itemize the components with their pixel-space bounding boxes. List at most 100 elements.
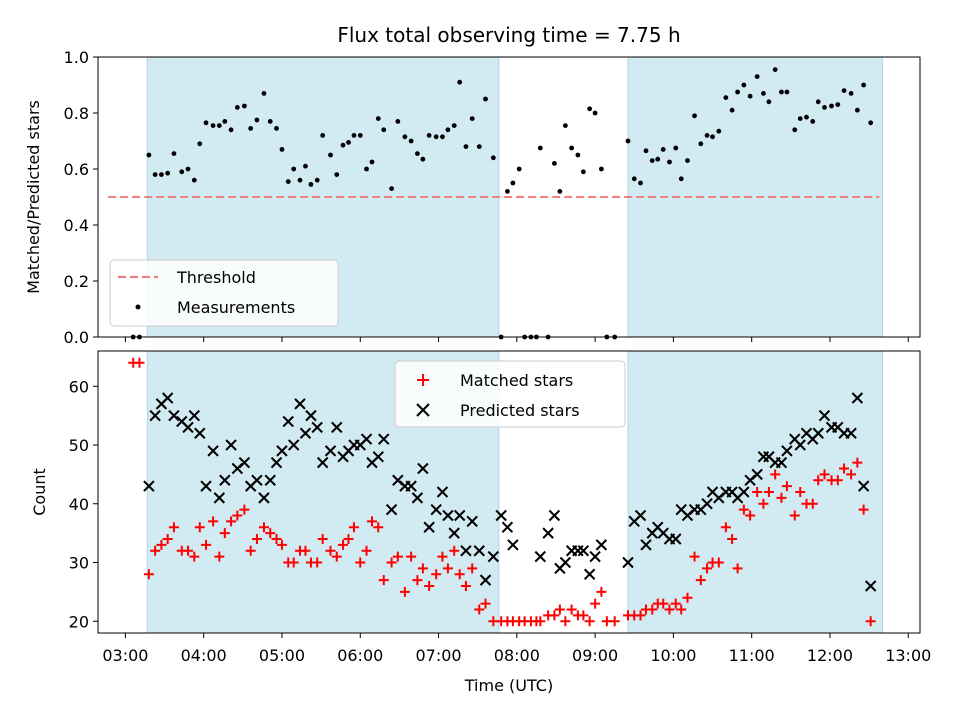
matched-point-114 [846, 469, 857, 480]
measurement-point-73 [587, 106, 593, 112]
predicted-point-106 [845, 427, 857, 439]
predicted-point-57 [501, 521, 514, 533]
measurement-point-69 [562, 123, 568, 128]
measurement-point-104 [784, 89, 790, 95]
matched-point-103 [776, 492, 787, 503]
matched-point-86 [670, 598, 681, 609]
matched-point-115 [852, 457, 863, 468]
measurement-point-30 [320, 133, 326, 138]
predicted-point-65 [572, 545, 584, 557]
matched-point-95 [727, 534, 738, 544]
matched-point-20 [258, 522, 269, 533]
matched-point-101 [763, 487, 774, 497]
legend-measurements-label: Measurements [177, 298, 295, 317]
matched-point-36 [355, 557, 366, 568]
measurement-point-34 [346, 140, 351, 145]
matched-point-102 [770, 469, 781, 480]
matched-point-27 [300, 545, 311, 556]
measurement-point-91 [704, 133, 710, 138]
matched-point-45 [412, 575, 423, 586]
predicted-point-108 [857, 480, 870, 492]
measurement-point-55 [476, 144, 482, 150]
predicted-point-24 [294, 398, 306, 410]
predicted-point-102 [818, 409, 831, 422]
measurement-point-23 [279, 147, 285, 152]
measurement-point-61 [516, 166, 522, 172]
predicted-point-67 [583, 568, 596, 580]
measurement-point-72 [580, 169, 586, 175]
measurement-point-36 [357, 133, 363, 138]
matched-point-3 [150, 545, 161, 556]
matched-point-80 [635, 610, 646, 621]
predicted-point-55 [487, 550, 500, 563]
predicted-point-26 [305, 409, 317, 422]
predicted-point-1 [149, 409, 161, 422]
measurement-point-12 [210, 123, 216, 128]
matched-point-16 [232, 510, 243, 521]
legend-top-frame [109, 259, 339, 327]
matched-point-35 [348, 522, 359, 533]
matched-point-100 [758, 498, 769, 509]
matched-point-74 [590, 598, 601, 609]
measurement-point-7 [179, 169, 185, 175]
predicted-point-20 [270, 456, 283, 469]
measurement-point-94 [723, 95, 729, 100]
legend-bottom: Matched stars Predicted stars [394, 360, 626, 428]
predicted-point-68 [589, 550, 601, 563]
predicted-point-13 [225, 439, 237, 451]
y-tick-label-0-5: 1.0 [64, 48, 89, 67]
measurement-point-38 [369, 159, 375, 165]
matched-point-49 [437, 551, 448, 562]
measurement-point-103 [779, 89, 784, 95]
measurement-point-31 [328, 152, 333, 158]
matched-point-40 [378, 575, 389, 586]
y-tick-label-0-4: 0.8 [64, 104, 89, 123]
measurement-point-26 [297, 177, 303, 183]
matched-point-67 [549, 610, 560, 621]
measurement-point-107 [804, 114, 809, 120]
predicted-point-11 [213, 492, 226, 504]
predicted-point-83 [701, 498, 713, 510]
measurement-point-56 [483, 96, 488, 102]
measurement-point-98 [747, 93, 753, 99]
matched-point-22 [271, 534, 282, 544]
matched-point-98 [745, 510, 756, 521]
measurement-point-74 [592, 110, 598, 116]
axes-frame-0 [97, 56, 921, 338]
matched-point-23 [276, 539, 287, 550]
measurement-point-22 [274, 125, 279, 131]
predicted-point-109 [864, 580, 877, 592]
measurement-point-93 [716, 128, 722, 134]
predicted-point-21 [276, 445, 288, 457]
measurement-point-113 [841, 88, 847, 93]
y-tick-label-1-4: 60 [69, 377, 89, 396]
matched-point-56 [480, 598, 491, 609]
predicted-point-0 [143, 480, 155, 492]
matched-point-97 [738, 504, 749, 515]
matched-point-43 [399, 586, 410, 597]
measurement-point-52 [457, 79, 463, 85]
predicted-point-22 [282, 415, 294, 428]
predicted-point-58 [507, 539, 519, 551]
matched-point-34 [343, 534, 354, 544]
measurement-point-90 [698, 141, 704, 147]
measurement-point-108 [810, 119, 816, 124]
matched-point-17 [239, 504, 250, 515]
measurement-point-13 [216, 123, 222, 128]
measurement-point-40 [381, 127, 387, 133]
predicted-point-49 [448, 527, 460, 539]
measurement-point-102 [772, 67, 778, 72]
matched-point-11 [201, 539, 212, 550]
matched-point-88 [682, 592, 693, 603]
matched-point-68 [554, 604, 565, 615]
measurement-point-32 [334, 172, 340, 178]
measurement-point-101 [766, 99, 772, 105]
matched-point-116 [858, 504, 869, 515]
matched-point-6 [168, 522, 179, 533]
measurement-point-6 [171, 151, 177, 157]
matched-point-46 [417, 563, 428, 574]
measurement-point-8 [185, 166, 191, 172]
predicted-point-45 [423, 521, 435, 533]
matched-point-13 [214, 551, 225, 562]
